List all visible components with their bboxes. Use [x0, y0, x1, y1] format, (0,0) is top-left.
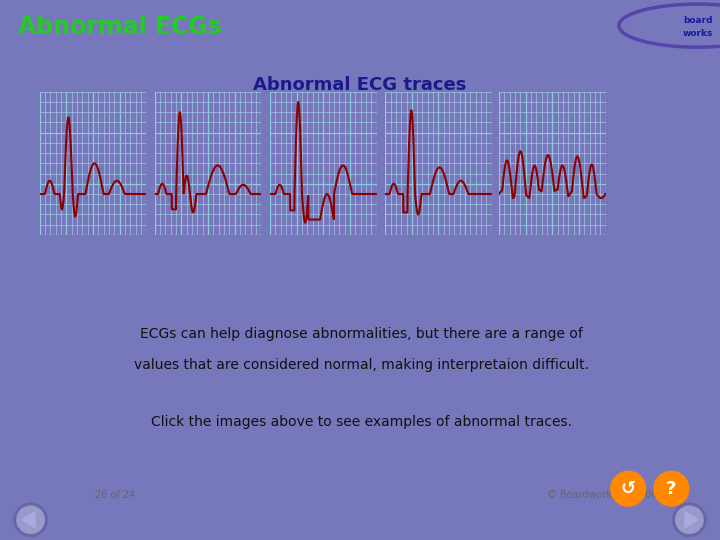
Text: board: board [683, 16, 712, 25]
Circle shape [611, 471, 646, 506]
Text: works: works [683, 29, 713, 38]
Circle shape [672, 503, 706, 536]
Polygon shape [685, 512, 698, 528]
Text: values that are considered normal, making interpretaion difficult.: values that are considered normal, makin… [135, 358, 589, 372]
Circle shape [17, 506, 45, 534]
Polygon shape [22, 512, 35, 528]
Circle shape [654, 471, 689, 506]
Text: Click the images above to see examples of abnormal traces.: Click the images above to see examples o… [151, 415, 572, 429]
Circle shape [675, 506, 703, 534]
Text: ↺: ↺ [621, 480, 636, 498]
Text: ?: ? [666, 480, 677, 498]
Text: Abnormal ECG traces: Abnormal ECG traces [253, 76, 467, 94]
Circle shape [14, 503, 48, 536]
Text: Abnormal ECGs: Abnormal ECGs [18, 15, 222, 39]
Text: © Boardworks Ltd 2008: © Boardworks Ltd 2008 [546, 490, 663, 501]
Text: ECGs can help diagnose abnormalities, but there are a range of: ECGs can help diagnose abnormalities, bu… [140, 327, 583, 341]
Text: 26 of 24: 26 of 24 [95, 490, 135, 501]
